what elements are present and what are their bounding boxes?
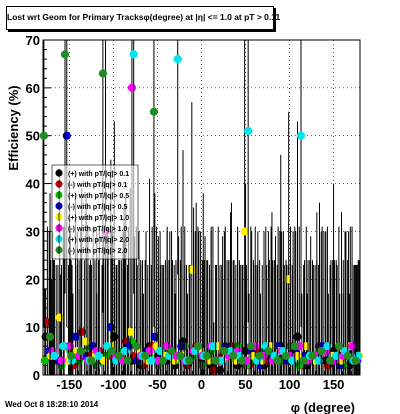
data-point [94,351,103,360]
y-tick-label: 50 [26,129,40,144]
legend-label: (+) with pT/|q|> 2.0 [68,237,129,244]
data-point [351,356,360,365]
data-point [141,351,150,360]
data-point [332,351,341,360]
data-point [288,356,297,365]
data-point [347,342,357,351]
y-axis-label: Efficiency (%) [6,85,21,170]
data-point [176,351,185,360]
x-tick-label: -50 [148,377,167,392]
data-point [255,351,264,360]
data-point [167,346,176,356]
data-point [57,356,66,365]
data-point [244,126,253,136]
data-point [62,131,71,140]
data-point [220,346,229,356]
x-tick-label: 0 [198,377,205,392]
data-point [59,342,68,351]
data-point [296,131,306,140]
y-tick-label: 30 [26,224,40,239]
data-point [317,346,326,356]
data-point [76,346,85,356]
data-point [158,356,167,365]
chart-title: Lost wrt Geom for Primary Tracksφ(degree… [7,12,281,22]
data-point [343,351,352,360]
data-point [60,50,70,59]
data-point [132,342,141,351]
legend-label: (-) with pT/|q|> 1.0 [68,226,127,233]
data-point [246,342,255,351]
data-point [334,342,343,351]
data-point [149,107,159,116]
data-point [323,342,332,351]
y-tick-label: 0 [33,368,40,383]
data-point [123,356,132,365]
y-tick-label: 10 [26,320,40,335]
data-point [45,332,55,341]
data-point [150,332,159,341]
data-point [208,342,218,351]
x-tick-label: 150 [323,377,345,392]
data-point [237,356,247,365]
legend-label: (+) with pT/|q|> 0.1 [68,171,129,178]
data-point [299,356,308,365]
data-point [66,342,75,351]
y-tick-label: 60 [26,81,40,96]
data-point [193,342,203,351]
data-point [308,351,317,360]
legend-box [51,164,139,260]
data-point [67,351,76,360]
data-point [211,356,220,365]
legend-label: (-) with pT/|q|> 0.5 [68,204,127,211]
data-point [281,351,291,360]
legend-label: (-) with pT/|q|> 0.1 [68,182,127,189]
y-tick-label: 40 [26,177,40,192]
data-point [185,356,194,365]
legend-label: (-) with pT/|q|> 2.0 [68,248,127,255]
data-point [126,327,135,337]
data-point [290,342,299,351]
data-point [40,356,49,365]
x-tick-label: 100 [279,377,301,392]
x-tick-label: -150 [56,377,82,392]
data-point [98,69,107,78]
data-point [129,50,138,59]
data-point [314,356,323,365]
footer-timestamp: Wed Oct 8 18:28:10 2014 [5,400,99,409]
data-point [55,313,64,322]
data-point [71,332,80,341]
legend-label: (+) with pT/|q|> 1.0 [68,215,129,222]
data-point [77,327,86,337]
data-point [120,346,129,356]
data-point [229,351,238,360]
data-point [156,346,165,356]
data-point [147,356,156,365]
data-point [177,342,186,351]
y-tick-label: 20 [26,272,40,287]
y-tick-label: 70 [26,33,40,48]
x-tick-label: -100 [100,377,126,392]
data-point [264,346,273,356]
data-point [202,351,211,360]
data-point [273,356,282,365]
data-point [127,83,137,92]
data-point [50,351,59,360]
x-axis-label: φ (degree) [291,400,355,414]
chart-title-box: Lost wrt Geom for Primary Tracksφ(degree… [6,6,281,30]
data-point [325,356,335,365]
data-point [87,356,96,365]
data-point [107,346,116,356]
data-point [82,337,91,346]
legend-label: (+) with pT/|q|> 0.5 [68,193,129,200]
data-point [106,323,115,332]
data-point [114,351,123,360]
data-point [173,55,182,64]
data-point [39,131,48,140]
data-point [240,227,249,236]
x-tick-label: 50 [238,377,252,392]
